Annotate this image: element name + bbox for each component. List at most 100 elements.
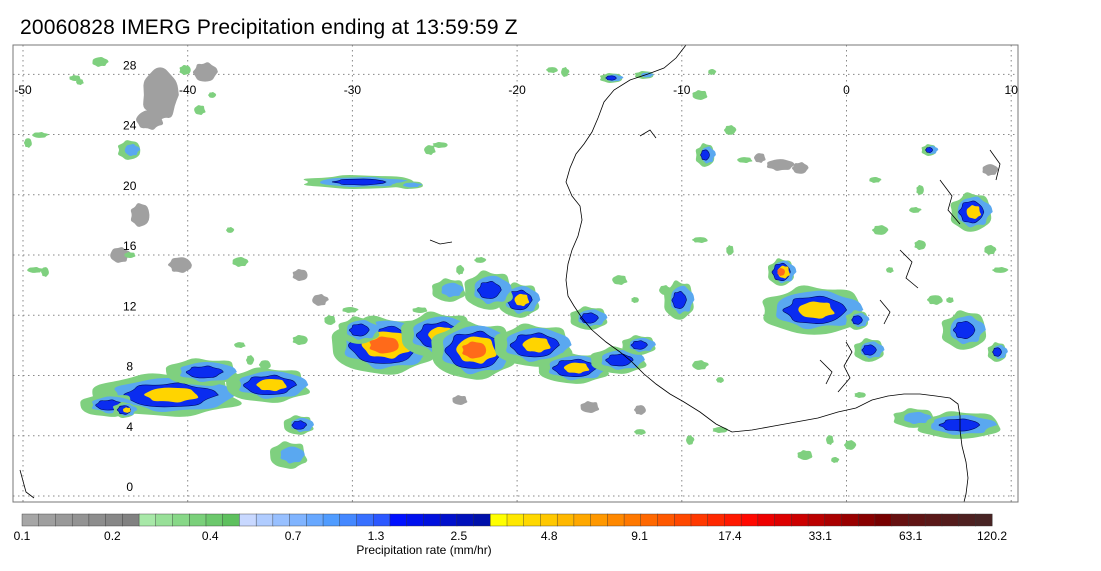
light-precip-area (194, 105, 206, 115)
colorbar-swatch (473, 513, 491, 527)
colorbar-swatch (707, 513, 725, 527)
lat-tick-label: 20 (123, 179, 137, 193)
colorbar-swatch (824, 513, 842, 527)
light-precip-area (232, 257, 249, 267)
moderate-precip-area (641, 72, 654, 78)
colorbar-tick-label: 0.4 (201, 529, 219, 543)
intense-precip-area (256, 378, 287, 392)
colorbar-swatch (908, 513, 926, 527)
colorbar-tick-label: 2.5 (450, 529, 468, 543)
colorbar-swatch (322, 513, 341, 527)
colorbar-tick-label: 120.2 (976, 529, 1008, 543)
colorbar-swatch (590, 513, 608, 527)
light-precip-area (926, 295, 943, 305)
map-frame (12, 44, 1019, 503)
colorbar-swatch (122, 513, 140, 527)
intense-precip-area (522, 337, 551, 353)
light-precip-area (692, 360, 709, 370)
colorbar-swatch (423, 513, 441, 527)
light-precip-area (871, 225, 889, 235)
lon-tick-label: 0 (843, 83, 850, 97)
trace-precip-area (633, 405, 646, 415)
extreme-precip-area (369, 336, 399, 354)
heavy-precip-area (348, 323, 370, 337)
colorbar-swatch (556, 513, 575, 527)
intense-precip-area (514, 293, 530, 307)
map-title: 20060828 IMERG Precipitation ending at 1… (20, 16, 518, 39)
heavy-precip-area (992, 347, 1002, 357)
colorbar-swatch (958, 513, 976, 527)
colorbar-tick-label: 4.8 (540, 529, 558, 543)
colorbar-swatch (356, 513, 374, 527)
graticule (13, 45, 1018, 502)
colorbar-swatch (456, 513, 475, 527)
trace-precip-area (130, 203, 150, 227)
colorbar-swatch (623, 513, 642, 527)
colorbar-swatch (807, 513, 826, 527)
colorbar-swatch (690, 513, 709, 527)
light-precip-area (412, 307, 428, 313)
colorbar-swatch (155, 513, 174, 527)
colorbar-swatch (941, 513, 960, 527)
trace-precip-area (143, 67, 179, 123)
trace-precip-area (766, 159, 795, 171)
heavy-precip-area (605, 75, 617, 81)
intense-precip-area (966, 205, 981, 219)
heavy-precip-area (861, 344, 877, 356)
lon-tick-label: -50 (14, 83, 32, 97)
colorbar-swatch (172, 513, 190, 527)
light-precip-area (869, 177, 882, 183)
lon-tick-label: -10 (673, 83, 691, 97)
colorbar-swatch (105, 513, 123, 527)
inland-water-outline (989, 149, 1001, 181)
colorbar-swatch (657, 513, 675, 527)
light-precip-area (69, 75, 81, 81)
light-precip-area (737, 157, 753, 163)
trace-precip-area (982, 164, 999, 176)
intense-precip-area (798, 301, 835, 319)
lon-tick-label: 10 (1005, 83, 1019, 97)
colorbar-swatch (490, 513, 508, 527)
heavy-precip-area (938, 418, 981, 432)
colorbar-swatch (540, 513, 558, 527)
inland-water-outline (19, 469, 35, 499)
light-precip-area (473, 257, 487, 263)
light-precip-area (545, 67, 558, 73)
colorbar-swatch (506, 513, 525, 527)
light-precip-area (76, 79, 84, 85)
light-precip-area (225, 227, 235, 233)
light-precip-area (916, 185, 924, 195)
trace-precip-area (580, 401, 600, 413)
trace-precip-area (452, 395, 468, 405)
light-precip-area (843, 440, 857, 450)
inland-water-outline (879, 299, 891, 325)
inland-water-outline (837, 341, 853, 393)
inland-water-outline (819, 359, 833, 385)
light-precip-area (886, 267, 894, 273)
colorbar-swatch (874, 513, 893, 527)
colorbar-swatch (138, 513, 157, 527)
colorbar-tick-label: 0.1 (13, 529, 31, 543)
axis-tick-labels: -50 -40 -30 -20 -10 0 10 0 4 8 12 16 20 24 28 (14, 58, 1018, 494)
light-precip-area (342, 307, 359, 313)
moderate-precip-area (280, 446, 305, 464)
light-precip-area (984, 245, 997, 255)
colorbar-swatch (774, 513, 792, 527)
colorbar-swatch (71, 513, 90, 527)
intense-precip-area (123, 407, 131, 413)
trace-precip-area (791, 162, 809, 174)
lat-tick-label: 0 (126, 480, 133, 494)
colorbar-title: Precipitation rate (mm/hr) (356, 543, 492, 557)
light-precip-area (909, 207, 922, 213)
africa-coastline (565, 45, 969, 502)
colorbar-swatch (289, 513, 307, 527)
heavy-precip-area (952, 321, 976, 339)
colorbar-swatch (523, 513, 541, 527)
light-precip-area (245, 355, 255, 365)
colorbar-swatch (791, 513, 809, 527)
heavy-precip-area (185, 365, 224, 379)
light-precip-area (424, 145, 436, 155)
light-precip-area (124, 252, 136, 258)
colorbar-swatch (55, 513, 73, 527)
